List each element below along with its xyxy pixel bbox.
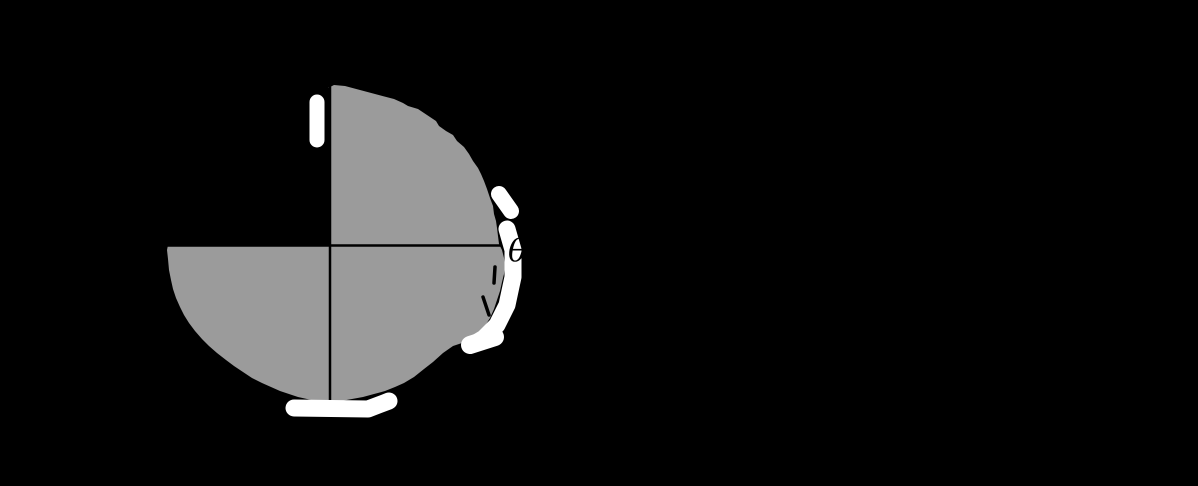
white-marker-strokes xyxy=(285,94,522,418)
theta-label: θ xyxy=(508,233,527,269)
pen-remnant-mark-2 xyxy=(481,295,491,317)
white-stroke-upper-right xyxy=(491,186,519,219)
pen-remnant-mark-1 xyxy=(492,265,497,285)
shaded-sector xyxy=(167,85,505,402)
white-stroke-right-arc-tail xyxy=(461,328,504,354)
white-stroke-bottom-underline xyxy=(285,392,398,418)
